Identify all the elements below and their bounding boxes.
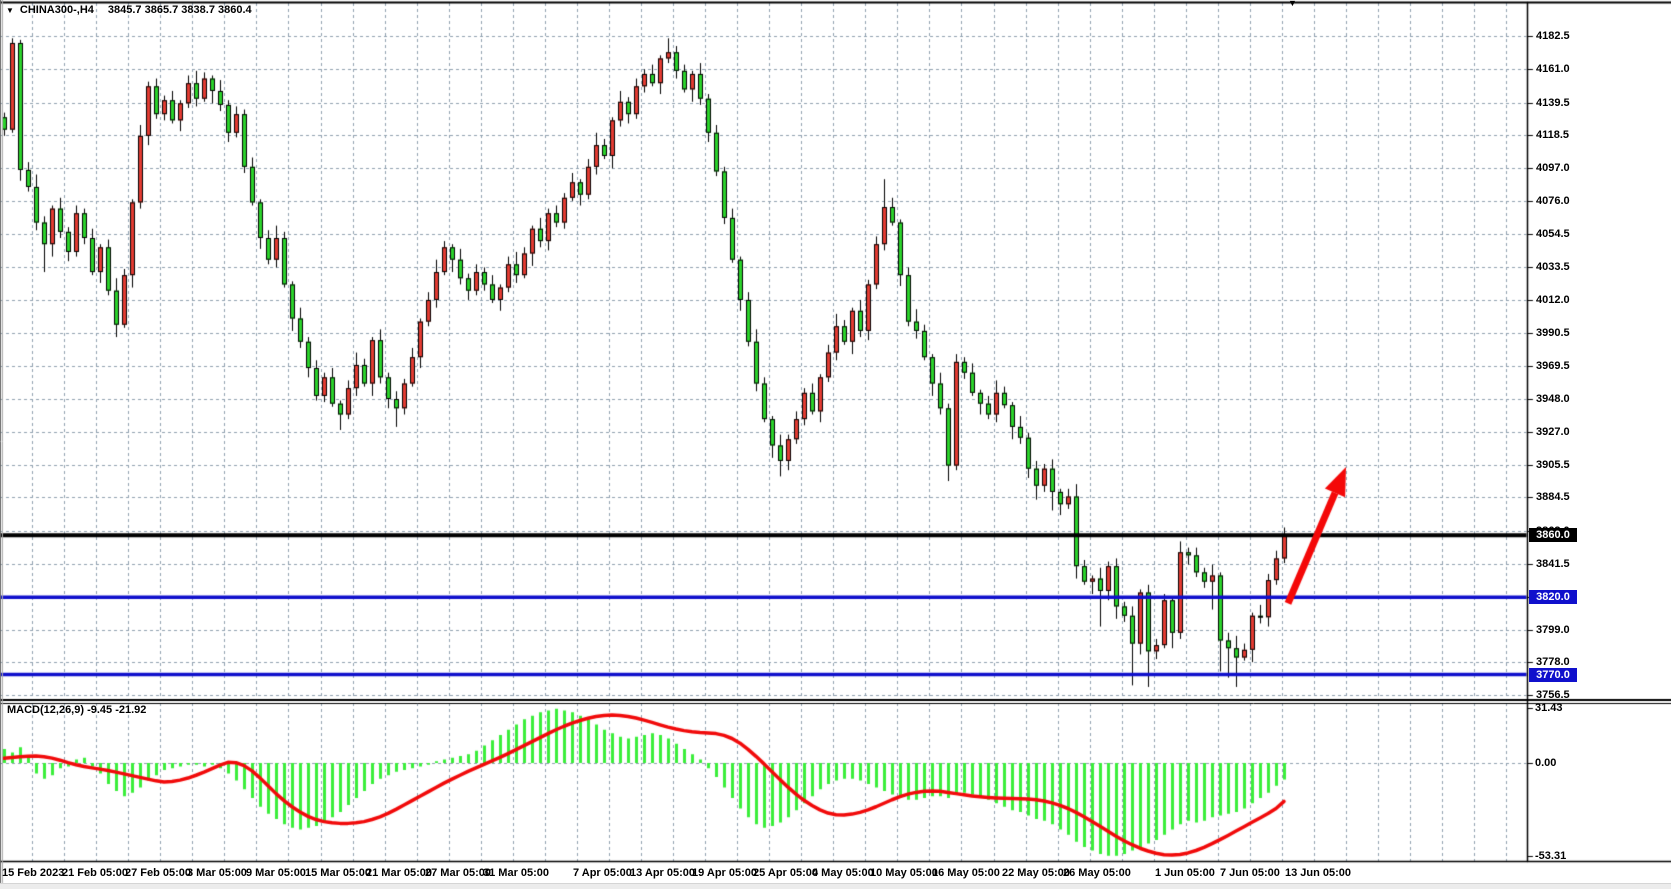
- price-level-badge: 3770.0: [1529, 667, 1577, 682]
- price-tick-label: 3990.5: [1536, 327, 1570, 340]
- price-tick-label: 4118.5: [1536, 129, 1570, 142]
- date-tick-label: 21 Feb 05:00: [62, 867, 129, 879]
- price-tick-label: 3884.5: [1536, 491, 1570, 504]
- price-tick-label: 4097.0: [1536, 162, 1570, 175]
- ohlc-values: 3845.7 3865.7 3838.7 3860.4: [107, 4, 252, 16]
- date-tick-label: 31 Mar 05:00: [483, 867, 550, 879]
- price-tick-label: 3905.5: [1536, 458, 1570, 471]
- date-tick-label: 7 Apr 05:00: [573, 867, 632, 879]
- date-tick-label: 10 May 05:00: [870, 867, 938, 879]
- date-tick-label: 13 Apr 05:00: [630, 867, 696, 879]
- date-tick-label: 22 May 05:00: [1002, 867, 1070, 879]
- price-tick-label: 3756.5: [1536, 689, 1570, 702]
- date-tick-label: 25 Apr 05:00: [753, 867, 819, 879]
- price-tick-label: 4033.5: [1536, 260, 1570, 273]
- date-tick-label: 13 Jun 05:00: [1285, 867, 1352, 879]
- price-tick-label: 3778.0: [1536, 656, 1570, 669]
- chart-title-bar: ▼ CHINA300-,H4 3845.7 3865.7 3838.7 3860…: [6, 4, 252, 16]
- macd-indicator-label: MACD(12,26,9) -9.45 -21.92: [7, 704, 147, 716]
- price-tick-label: 3799.0: [1536, 623, 1570, 636]
- price-level-badge: 3860.0: [1529, 528, 1577, 543]
- macd-tick-label: 0.00: [1535, 757, 1557, 769]
- price-tick-label: 3927.0: [1536, 425, 1570, 438]
- date-tick-label: 3 Mar 05:00: [187, 867, 247, 879]
- price-tick-label: 3948.0: [1536, 393, 1570, 405]
- date-tick-label: 27 Mar 05:00: [425, 867, 492, 879]
- date-tick-label: 21 Mar 05:00: [366, 867, 433, 879]
- macd-tick-label: -53.31: [1535, 850, 1567, 863]
- macd-tick-label: 31.43: [1535, 701, 1563, 714]
- price-tick-label: 4161.0: [1536, 63, 1570, 76]
- date-tick-label: 19 Apr 05:00: [692, 867, 758, 879]
- symbol-dropdown-icon[interactable]: ▼: [6, 5, 14, 15]
- price-tick-label: 4182.5: [1536, 30, 1570, 42]
- date-tick-label: 15 Mar 05:00: [305, 867, 372, 879]
- symbol-period-label: CHINA300-,H4: [19, 4, 94, 16]
- date-tick-label: 1 Jun 05:00: [1155, 867, 1215, 879]
- date-tick-label: 15 Feb 2023: [2, 867, 65, 879]
- price-tick-label: 4054.5: [1536, 228, 1570, 241]
- date-tick-label: 9 Mar 05:00: [246, 867, 306, 879]
- chart-shift-marker-icon[interactable]: ▼: [1288, 0, 1297, 8]
- date-tick-label: 27 Feb 05:00: [125, 867, 192, 879]
- price-tick-label: 4012.0: [1536, 293, 1570, 306]
- date-tick-label: 7 Jun 05:00: [1220, 867, 1280, 879]
- price-tick-label: 3841.5: [1536, 557, 1570, 570]
- price-tick-label: 4139.5: [1536, 96, 1570, 109]
- window-footer-strip: [0, 883, 1671, 889]
- date-tick-label: 26 May 05:00: [1063, 867, 1131, 879]
- price-tick-label: 3969.5: [1536, 359, 1570, 372]
- price-level-badge: 3820.0: [1529, 590, 1577, 605]
- date-tick-label: 4 May 05:00: [812, 867, 874, 879]
- price-tick-label: 4076.0: [1536, 194, 1570, 207]
- date-tick-label: 16 May 05:00: [932, 867, 1000, 879]
